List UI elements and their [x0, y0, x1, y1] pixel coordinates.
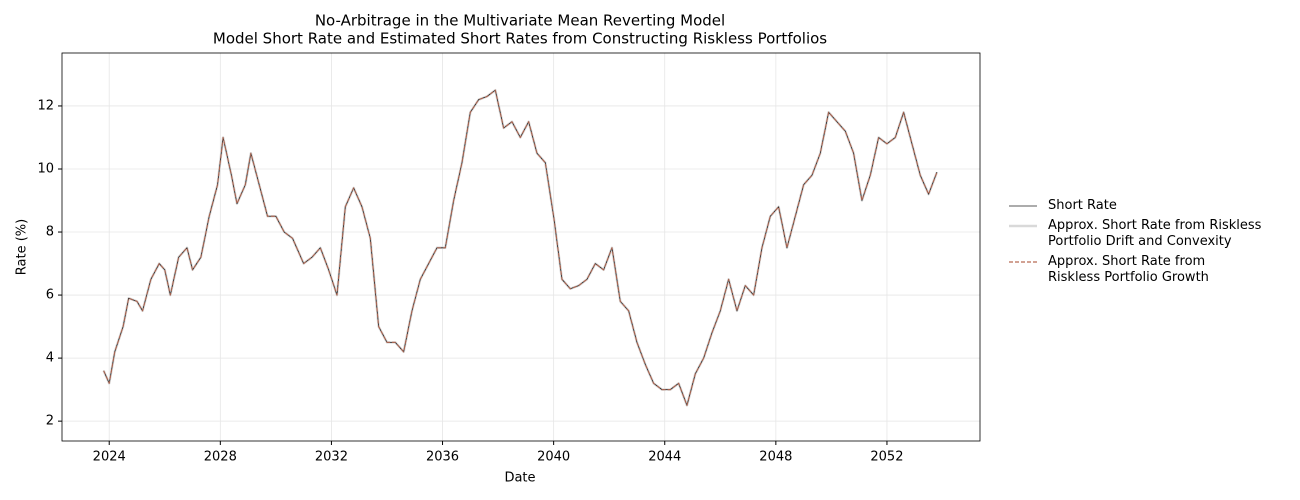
legend-label: Approx. Short Rate from Riskless Portfol… [1048, 218, 1262, 249]
x-tick-label: 2044 [648, 450, 681, 465]
x-tick-label: 2032 [315, 450, 348, 465]
legend: Short Rate Approx. Short Rate from Riskle… [1008, 198, 1261, 290]
series-line [103, 89, 938, 406]
legend-swatch [1009, 205, 1037, 207]
legend-swatch [1009, 224, 1037, 228]
y-tick-label: 2 [46, 414, 54, 429]
plot-frame [61, 52, 981, 442]
legend-swatch [1009, 261, 1037, 263]
chart-subtitle: Model Short Rate and Estimated Short Rat… [213, 30, 827, 48]
legend-entry: Approx. Short Rate from Riskless Portfol… [1008, 254, 1261, 286]
x-tick-label: 2036 [426, 450, 459, 465]
y-tick-label: 4 [46, 351, 54, 366]
legend-entry: Approx. Short Rate from Riskless Portfol… [1008, 218, 1261, 250]
x-tick-label: 2052 [870, 450, 903, 465]
chart-title: No-Arbitrage in the Multivariate Mean Re… [315, 12, 725, 30]
y-tick-label: 10 [37, 161, 54, 176]
legend-label: Short Rate [1048, 198, 1117, 213]
legend-label: Approx. Short Rate from Riskless Portfol… [1048, 254, 1209, 285]
x-tick-label: 2048 [759, 450, 792, 465]
x-axis-label: Date [504, 471, 535, 486]
x-tick-label: 2040 [537, 450, 570, 465]
x-tick-label: 2028 [204, 450, 237, 465]
y-tick-label: 12 [37, 98, 54, 113]
x-tick-label: 2024 [93, 450, 126, 465]
y-axis-label: Rate (%) [15, 219, 30, 275]
legend-entry: Short Rate [1008, 198, 1261, 214]
y-tick-label: 8 [46, 225, 54, 240]
y-tick-label: 6 [46, 288, 54, 303]
